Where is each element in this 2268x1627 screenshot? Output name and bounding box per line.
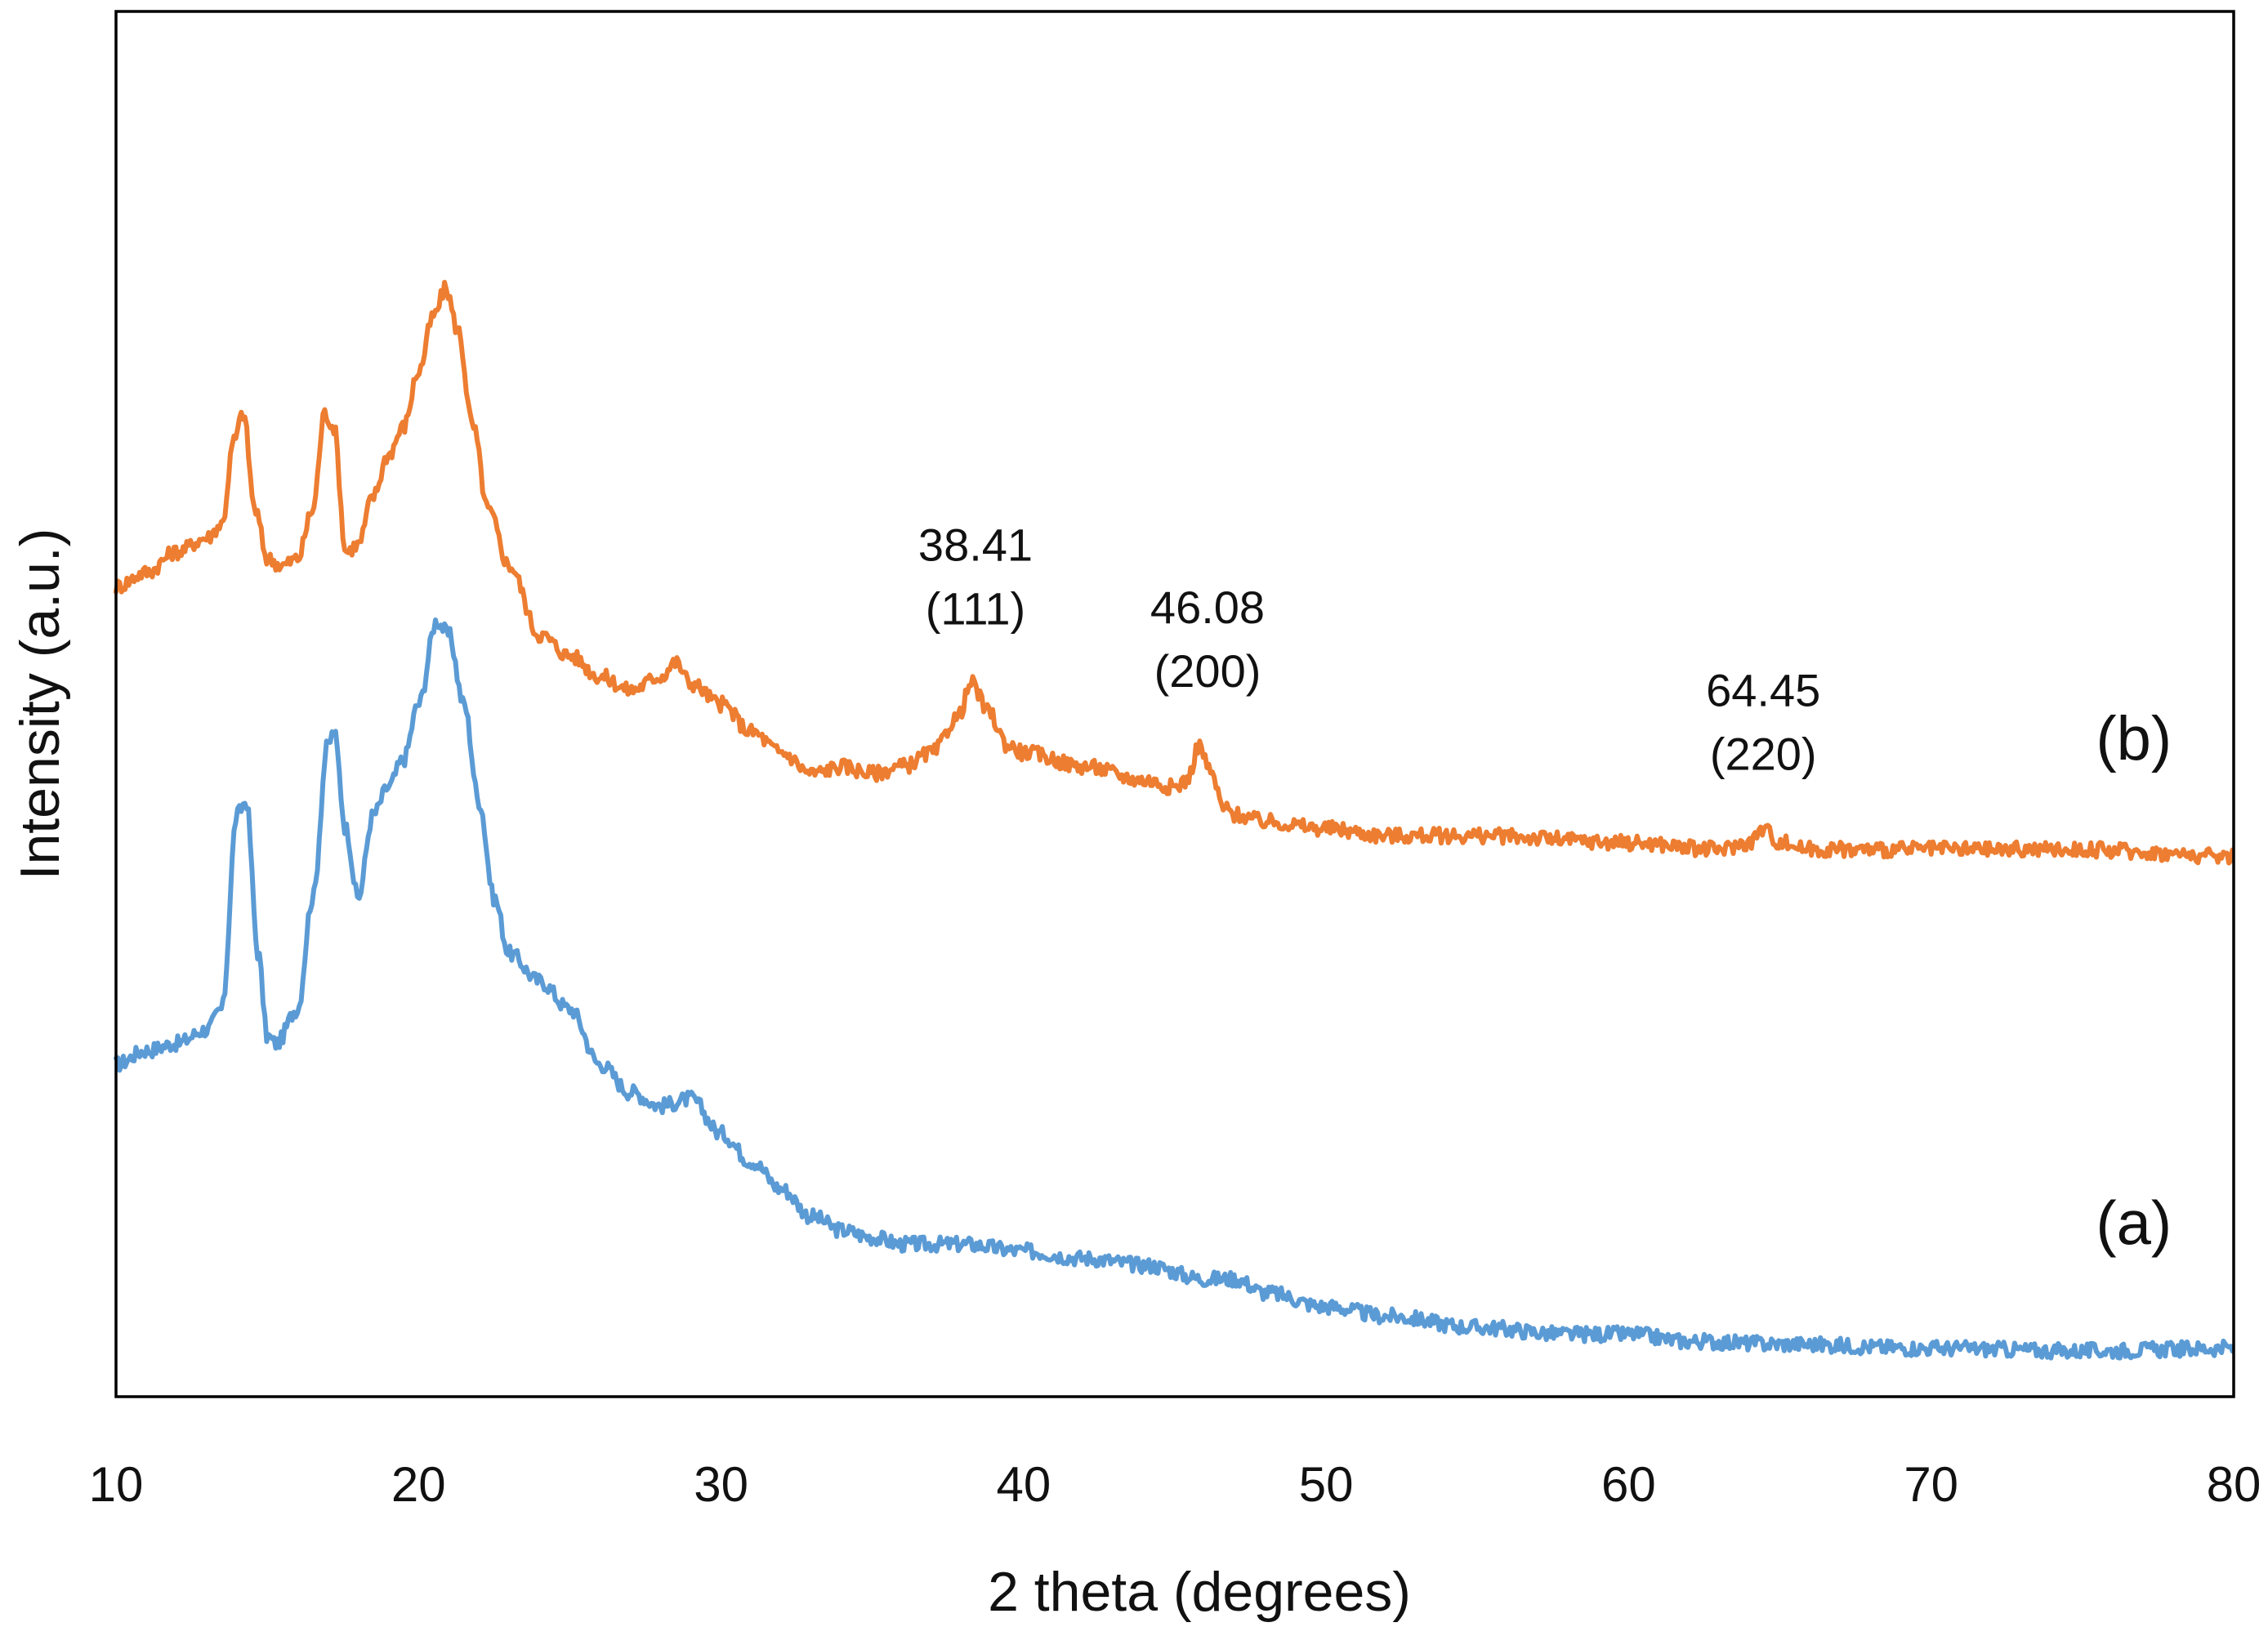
x-tick-label: 30 [694,1457,748,1512]
x-tick-label: 60 [1601,1457,1656,1512]
series-line-a [114,617,2235,1361]
series-line-b [114,279,2235,866]
peak-annotation-position: 64.45 [1706,665,1820,716]
peak-annotation-position: 46.08 [1150,582,1265,633]
series-tag-a: (a) [2096,1188,2172,1258]
series-tag-layer: (b) (a) [2096,704,2172,1259]
x-tick-labels: 10 20 30 40 50 60 70 80 [89,1457,2261,1512]
x-tick-label: 50 [1299,1457,1354,1512]
x-tick-label: 40 [997,1457,1051,1512]
x-axis-label: 2 theta (degrees) [988,1561,1411,1623]
annotation-layer: 38.41 (111) 46.08 (200) 64.45 (220) [918,519,1820,780]
peak-annotation-miller-index: (200) [1154,645,1261,697]
x-tick-label: 70 [1904,1457,1958,1512]
series-tag-b: (b) [2096,704,2172,773]
plot-frame [114,10,2235,1398]
x-tick-label: 20 [391,1457,446,1512]
series-layer [114,279,2235,1361]
peak-annotation-miller-index: (111) [926,583,1025,635]
x-tick-label: 10 [89,1457,144,1512]
x-tick-label: 80 [2207,1457,2261,1512]
peak-annotation-miller-index: (220) [1710,729,1817,780]
peak-annotation-position: 38.41 [918,519,1033,571]
y-axis-label: Intensity (a.u.) [9,528,71,880]
